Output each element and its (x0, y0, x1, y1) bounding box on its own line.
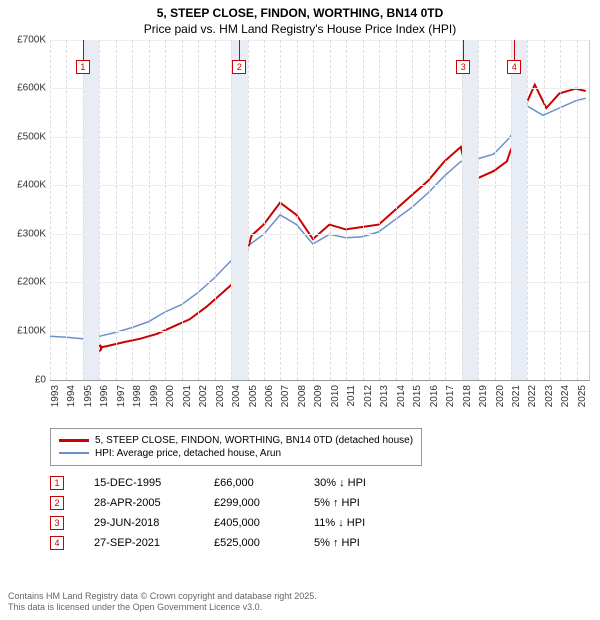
legend-box: 5, STEEP CLOSE, FINDON, WORTHING, BN14 0… (50, 428, 422, 466)
x-tick-label: 2008 (297, 385, 308, 407)
x-axis: 1993 1994 1995 1996 1997 1998 1999 2000 2001 2002… (50, 380, 590, 420)
x-tick-label: 2002 (198, 385, 209, 407)
y-tick-label: £600K (17, 83, 46, 94)
transaction-row: 3 29-JUN-2018£405,00011% ↓ HPI (50, 516, 600, 530)
tx-trend: 5% ↑ HPI (314, 537, 404, 549)
legend-swatch-price (59, 439, 89, 442)
x-tick-label: 2018 (462, 385, 473, 407)
x-tick-label: 2024 (560, 385, 571, 407)
legend-label-hpi: HPI: Average price, detached house, Arun (95, 448, 281, 459)
chart-marker-2: 2 (232, 60, 246, 74)
x-tick-label: 2000 (165, 385, 176, 407)
x-tick-label: 2014 (396, 385, 407, 407)
tx-trend: 30% ↓ HPI (314, 477, 404, 489)
footer-line1: Contains HM Land Registry data © Crown c… (8, 591, 317, 603)
footer-attribution: Contains HM Land Registry data © Crown c… (8, 591, 317, 614)
x-tick-label: 2023 (544, 385, 555, 407)
tx-date: 28-APR-2005 (94, 497, 214, 509)
chart-marker-1: 1 (76, 60, 90, 74)
x-tick-label: 2022 (527, 385, 538, 407)
x-tick-label: 1998 (132, 385, 143, 407)
x-tick-label: 2003 (215, 385, 226, 407)
chart-container: 5, STEEP CLOSE, FINDON, WORTHING, BN14 0… (0, 0, 600, 620)
x-tick-label: 1996 (99, 385, 110, 407)
transaction-row: 2 28-APR-2005£299,0005% ↑ HPI (50, 496, 600, 510)
transaction-row: 4 27-SEP-2021£525,0005% ↑ HPI (50, 536, 600, 550)
tx-date: 27-SEP-2021 (94, 537, 214, 549)
chart-title: 5, STEEP CLOSE, FINDON, WORTHING, BN14 0… (0, 0, 600, 22)
tx-marker: 2 (50, 496, 64, 510)
y-tick-label: £700K (17, 34, 46, 45)
x-tick-label: 2010 (330, 385, 341, 407)
tx-price: £299,000 (214, 497, 314, 509)
tx-trend: 5% ↑ HPI (314, 497, 404, 509)
tx-price: £525,000 (214, 537, 314, 549)
x-tick-label: 2012 (363, 385, 374, 407)
legend-row-hpi: HPI: Average price, detached house, Arun (59, 448, 413, 459)
y-axis: £0£100K£200K£300K£400K£500K£600K£700K (0, 40, 48, 380)
y-tick-label: £200K (17, 277, 46, 288)
x-tick-label: 2011 (346, 385, 357, 407)
tx-price: £66,000 (214, 477, 314, 489)
plot-region: 1 2 3 4 (50, 40, 589, 380)
y-tick-label: £0 (35, 374, 46, 385)
x-tick-label: 1999 (149, 385, 160, 407)
transaction-row: 1 15-DEC-1995£66,00030% ↓ HPI (50, 476, 600, 490)
legend-label-price: 5, STEEP CLOSE, FINDON, WORTHING, BN14 0… (95, 435, 413, 446)
chart-marker-3: 3 (456, 60, 470, 74)
tx-marker: 1 (50, 476, 64, 490)
y-tick-label: £100K (17, 326, 46, 337)
x-tick-label: 1993 (50, 385, 61, 407)
legend-row-price: 5, STEEP CLOSE, FINDON, WORTHING, BN14 0… (59, 435, 413, 446)
transaction-table: 1 15-DEC-1995£66,00030% ↓ HPI 2 28-APR-2005… (50, 476, 600, 550)
chart-plot-area: £0£100K£200K£300K£400K£500K£600K£700K 12… (50, 40, 590, 380)
chart-subtitle: Price paid vs. HM Land Registry's House … (0, 22, 600, 40)
x-tick-label: 2025 (577, 385, 588, 407)
x-tick-label: 1994 (66, 385, 77, 407)
legend-swatch-hpi (59, 452, 89, 454)
tx-date: 29-JUN-2018 (94, 517, 214, 529)
y-tick-label: £300K (17, 228, 46, 239)
tx-price: £405,000 (214, 517, 314, 529)
y-tick-label: £500K (17, 131, 46, 142)
x-tick-label: 2007 (280, 385, 291, 407)
x-tick-label: 2005 (248, 385, 259, 407)
x-tick-label: 2019 (478, 385, 489, 407)
x-tick-label: 2017 (445, 385, 456, 407)
footer-line2: This data is licensed under the Open Gov… (8, 602, 317, 614)
x-tick-label: 2006 (264, 385, 275, 407)
tx-marker: 4 (50, 536, 64, 550)
x-tick-label: 2021 (511, 385, 522, 407)
x-tick-label: 2016 (429, 385, 440, 407)
x-tick-label: 1995 (83, 385, 94, 407)
x-tick-label: 1997 (116, 385, 127, 407)
x-tick-label: 2004 (231, 385, 242, 407)
y-tick-label: £400K (17, 180, 46, 191)
line-chart-svg (50, 40, 589, 380)
x-tick-label: 2013 (379, 385, 390, 407)
tx-marker: 3 (50, 516, 64, 530)
x-tick-label: 2009 (313, 385, 324, 407)
x-tick-label: 2001 (182, 385, 193, 407)
x-tick-label: 2015 (412, 385, 423, 407)
x-tick-label: 2020 (495, 385, 506, 407)
tx-date: 15-DEC-1995 (94, 477, 214, 489)
tx-trend: 11% ↓ HPI (314, 517, 404, 529)
chart-marker-4: 4 (507, 60, 521, 74)
